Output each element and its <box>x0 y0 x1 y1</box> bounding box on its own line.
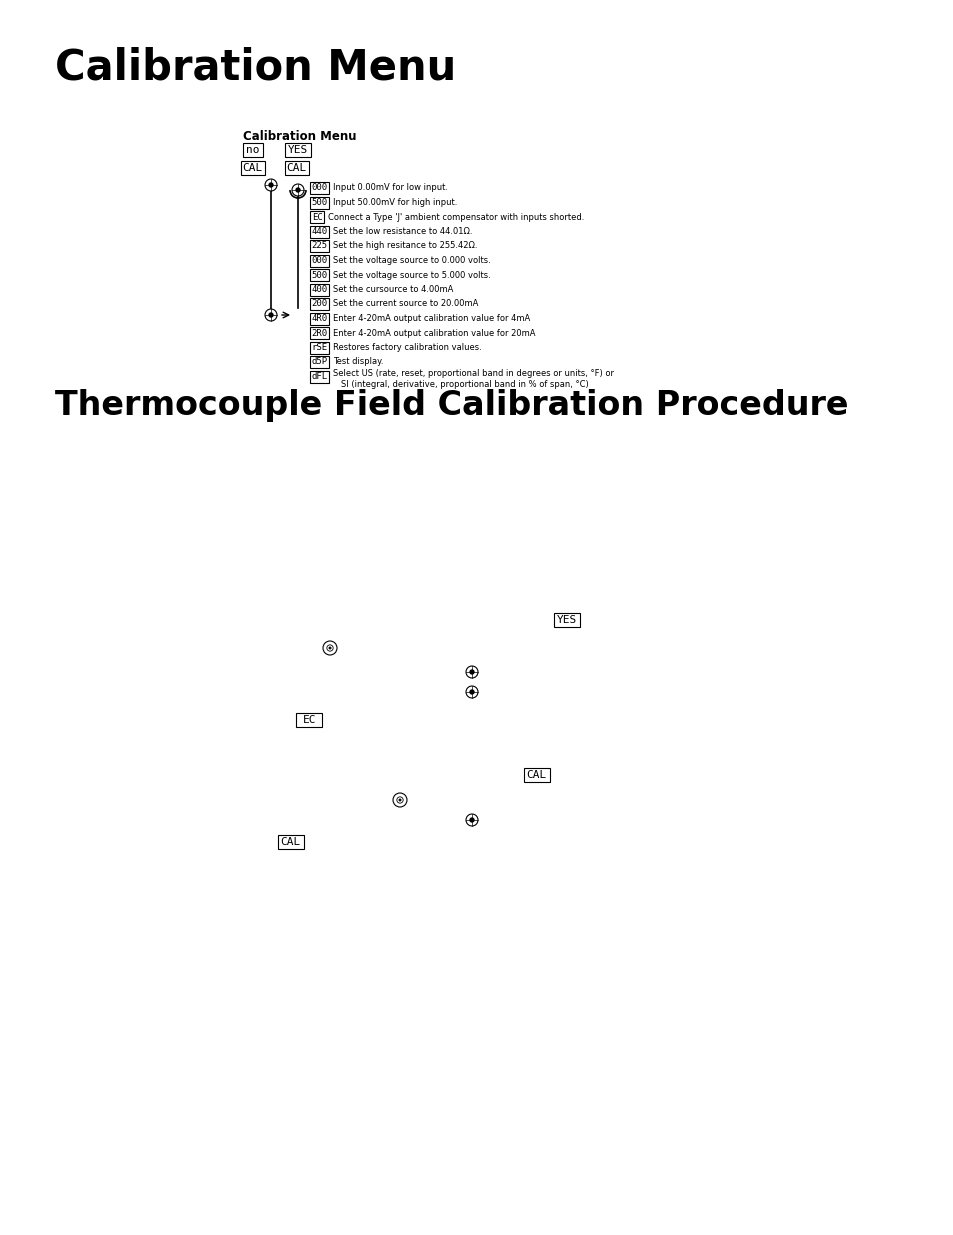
Text: Set the voltage source to 5.000 volts.: Set the voltage source to 5.000 volts. <box>333 270 490 279</box>
Text: 200: 200 <box>311 300 327 309</box>
Text: Set the current source to 20.00mA: Set the current source to 20.00mA <box>333 300 477 309</box>
Circle shape <box>265 179 276 191</box>
Text: Input 0.00mV for low input.: Input 0.00mV for low input. <box>333 184 447 193</box>
Text: Test display.: Test display. <box>333 357 383 367</box>
Circle shape <box>393 793 407 806</box>
FancyBboxPatch shape <box>554 613 579 627</box>
Text: YES: YES <box>557 615 577 625</box>
Text: no: no <box>246 144 259 156</box>
Text: CAL: CAL <box>286 163 307 173</box>
Circle shape <box>465 666 477 678</box>
Text: Set the high resitance to 255.42Ω.: Set the high resitance to 255.42Ω. <box>333 242 476 251</box>
Text: 500: 500 <box>311 198 327 207</box>
FancyBboxPatch shape <box>310 226 329 237</box>
Circle shape <box>295 188 300 193</box>
Text: Set the cursource to 4.00mA: Set the cursource to 4.00mA <box>333 285 453 294</box>
Circle shape <box>398 799 400 802</box>
Text: SI (integral, derivative, proportional band in % of span, °C): SI (integral, derivative, proportional b… <box>340 380 588 389</box>
Circle shape <box>396 797 403 803</box>
Text: Restores factory calibration values.: Restores factory calibration values. <box>333 343 481 352</box>
Text: 000: 000 <box>311 184 327 193</box>
Circle shape <box>327 645 333 651</box>
Circle shape <box>292 184 304 196</box>
Text: Set the voltage source to 0.000 volts.: Set the voltage source to 0.000 volts. <box>333 256 490 266</box>
FancyBboxPatch shape <box>310 327 329 338</box>
Text: Select US (rate, reset, proportional band in degrees or units, °F) or: Select US (rate, reset, proportional ban… <box>333 369 613 378</box>
FancyBboxPatch shape <box>310 312 329 325</box>
Circle shape <box>465 814 477 826</box>
Text: EC: EC <box>302 715 315 725</box>
FancyBboxPatch shape <box>310 240 329 252</box>
Text: Enter 4-20mA output calibration value for 4mA: Enter 4-20mA output calibration value fo… <box>333 314 529 324</box>
FancyBboxPatch shape <box>243 143 263 157</box>
Text: d5P: d5P <box>311 357 327 367</box>
FancyBboxPatch shape <box>310 356 329 368</box>
Circle shape <box>470 690 474 694</box>
Text: 500: 500 <box>311 270 327 279</box>
Text: Set the low resistance to 44.01Ω.: Set the low resistance to 44.01Ω. <box>333 227 472 236</box>
Text: 000: 000 <box>311 256 327 266</box>
FancyBboxPatch shape <box>310 211 324 224</box>
Text: Thermocouple Field Calibration Procedure: Thermocouple Field Calibration Procedure <box>55 389 847 421</box>
Text: Connect a Type 'J' ambient compensator with inputs shorted.: Connect a Type 'J' ambient compensator w… <box>328 212 584 221</box>
FancyBboxPatch shape <box>285 161 308 175</box>
FancyBboxPatch shape <box>285 143 311 157</box>
FancyBboxPatch shape <box>310 284 329 295</box>
Text: Input 50.00mV for high input.: Input 50.00mV for high input. <box>333 198 456 207</box>
Text: Enter 4-20mA output calibration value for 20mA: Enter 4-20mA output calibration value fo… <box>333 329 535 337</box>
FancyBboxPatch shape <box>310 182 329 194</box>
Text: EC: EC <box>312 212 322 221</box>
FancyBboxPatch shape <box>523 768 549 782</box>
Text: CAL: CAL <box>526 769 546 781</box>
FancyBboxPatch shape <box>310 342 329 353</box>
FancyBboxPatch shape <box>310 196 329 209</box>
Circle shape <box>269 312 273 317</box>
FancyBboxPatch shape <box>310 254 329 267</box>
Text: CAL: CAL <box>280 837 300 847</box>
Text: 2R0: 2R0 <box>311 329 327 337</box>
Text: 4R0: 4R0 <box>311 314 327 324</box>
Circle shape <box>269 183 273 186</box>
Circle shape <box>329 647 331 650</box>
Circle shape <box>470 669 474 674</box>
Text: 225: 225 <box>311 242 327 251</box>
FancyBboxPatch shape <box>295 713 322 727</box>
FancyBboxPatch shape <box>310 370 329 383</box>
FancyBboxPatch shape <box>277 835 303 848</box>
Circle shape <box>465 685 477 698</box>
Text: dFL: dFL <box>311 372 327 382</box>
Text: Calibration Menu: Calibration Menu <box>243 130 356 143</box>
FancyBboxPatch shape <box>310 269 329 282</box>
Circle shape <box>470 818 474 823</box>
Text: 440: 440 <box>311 227 327 236</box>
Text: CAL: CAL <box>242 163 263 173</box>
Text: YES: YES <box>288 144 308 156</box>
Circle shape <box>265 309 276 321</box>
Text: Calibration Menu: Calibration Menu <box>55 47 456 89</box>
FancyBboxPatch shape <box>310 298 329 310</box>
Circle shape <box>323 641 336 655</box>
FancyBboxPatch shape <box>241 161 264 175</box>
Text: 400: 400 <box>311 285 327 294</box>
Text: rSE: rSE <box>311 343 327 352</box>
